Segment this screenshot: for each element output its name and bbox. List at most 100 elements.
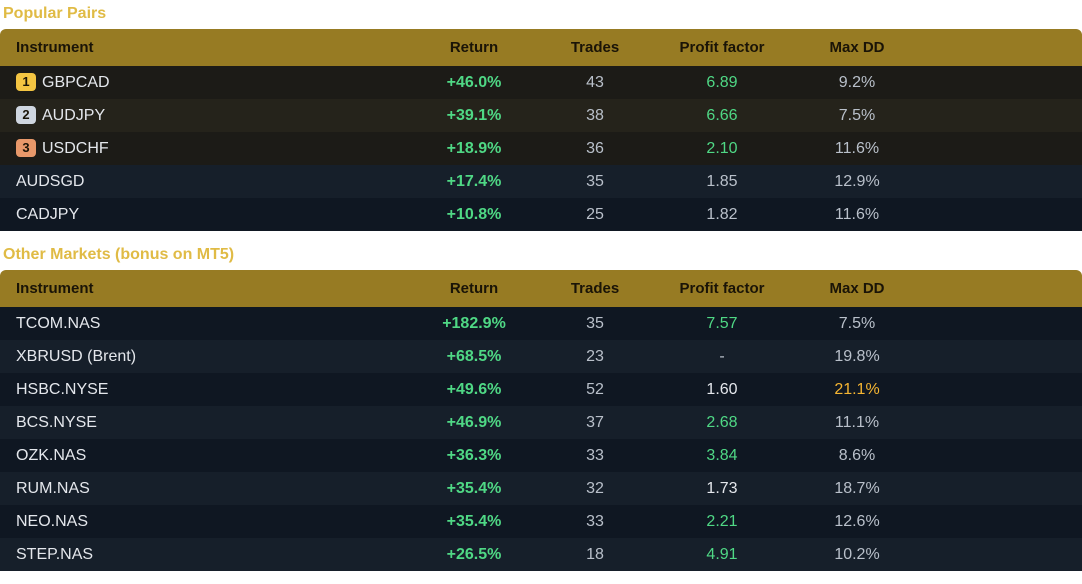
profit-factor-cell: 7.57: [642, 307, 802, 340]
profit-factor-cell: 2.21: [642, 505, 802, 538]
max-dd-cell: 7.5%: [802, 307, 912, 340]
instrument-cell: 3 USDCHF: [0, 132, 400, 165]
profit-factor-cell: 3.84: [642, 439, 802, 472]
return-cell: +18.9%: [400, 132, 548, 165]
table-row[interactable]: STEP.NAS +26.5% 18 4.91 10.2%: [0, 538, 1082, 571]
max-dd-cell: 12.6%: [802, 505, 912, 538]
row-spacer: [912, 373, 1082, 406]
instrument-cell: 2 AUDJPY: [0, 99, 400, 132]
instrument-name: CADJPY: [16, 205, 80, 223]
row-spacer: [912, 132, 1082, 165]
row-spacer: [912, 538, 1082, 571]
instrument-cell: 1 GBPCAD: [0, 66, 400, 99]
other-markets-table: Instrument Return Trades Profit factor M…: [0, 270, 1082, 571]
table-row[interactable]: RUM.NAS +35.4% 32 1.73 18.7%: [0, 472, 1082, 505]
max-dd-cell: 10.2%: [802, 538, 912, 571]
table-row[interactable]: 1 GBPCAD +46.0% 43 6.89 9.2%: [0, 66, 1082, 99]
column-header-profit-factor[interactable]: Profit factor: [642, 29, 802, 66]
instrument-name: GBPCAD: [42, 74, 110, 91]
table-header-row: Instrument Return Trades Profit factor M…: [0, 270, 1082, 307]
profit-factor-cell: 2.68: [642, 406, 802, 439]
instrument-cell: NEO.NAS: [0, 505, 400, 538]
table-row[interactable]: BCS.NYSE +46.9% 37 2.68 11.1%: [0, 406, 1082, 439]
popular-pairs-title: Popular Pairs: [3, 5, 107, 22]
trades-cell: 23: [548, 340, 642, 373]
column-header-trades[interactable]: Trades: [548, 270, 642, 307]
row-spacer: [912, 198, 1082, 231]
instrument-name: AUDJPY: [42, 107, 106, 124]
column-header-spacer: [912, 270, 1082, 307]
table-row[interactable]: AUDSGD +17.4% 35 1.85 12.9%: [0, 165, 1082, 198]
return-cell: +182.9%: [400, 307, 548, 340]
row-spacer: [912, 472, 1082, 505]
table-row[interactable]: HSBC.NYSE +49.6% 52 1.60 21.1%: [0, 373, 1082, 406]
trades-cell: 32: [548, 472, 642, 505]
table-row[interactable]: NEO.NAS +35.4% 33 2.21 12.6%: [0, 505, 1082, 538]
return-cell: +46.9%: [400, 406, 548, 439]
return-cell: +36.3%: [400, 439, 548, 472]
row-spacer: [912, 99, 1082, 132]
max-dd-cell: 21.1%: [802, 373, 912, 406]
row-spacer: [912, 505, 1082, 538]
return-cell: +35.4%: [400, 505, 548, 538]
trades-cell: 25: [548, 198, 642, 231]
row-spacer: [912, 66, 1082, 99]
column-header-spacer: [912, 29, 1082, 66]
return-cell: +10.8%: [400, 198, 548, 231]
instrument-cell: RUM.NAS: [0, 472, 400, 505]
row-spacer: [912, 439, 1082, 472]
profit-factor-cell: 2.10: [642, 132, 802, 165]
table-row[interactable]: TCOM.NAS +182.9% 35 7.57 7.5%: [0, 307, 1082, 340]
instrument-cell: TCOM.NAS: [0, 307, 400, 340]
column-header-trades[interactable]: Trades: [548, 29, 642, 66]
column-header-max-dd[interactable]: Max DD: [802, 270, 912, 307]
table-row[interactable]: 2 AUDJPY +39.1% 38 6.66 7.5%: [0, 99, 1082, 132]
rank-badge: 2: [16, 106, 36, 124]
instrument-cell: BCS.NYSE: [0, 406, 400, 439]
max-dd-cell: 11.6%: [802, 132, 912, 165]
max-dd-cell: 11.1%: [802, 406, 912, 439]
return-cell: +49.6%: [400, 373, 548, 406]
column-header-max-dd[interactable]: Max DD: [802, 29, 912, 66]
column-header-return[interactable]: Return: [400, 270, 548, 307]
table-header-row: Instrument Return Trades Profit factor M…: [0, 29, 1082, 66]
profit-factor-cell: -: [642, 340, 802, 373]
return-cell: +46.0%: [400, 66, 548, 99]
max-dd-cell: 19.8%: [802, 340, 912, 373]
row-spacer: [912, 307, 1082, 340]
instrument-cell: AUDSGD: [0, 165, 400, 198]
trades-cell: 33: [548, 439, 642, 472]
column-header-instrument[interactable]: Instrument: [0, 29, 400, 66]
column-header-instrument[interactable]: Instrument: [0, 270, 400, 307]
trades-cell: 33: [548, 505, 642, 538]
instrument-cell: XBRUSD (Brent): [0, 340, 400, 373]
profit-factor-cell: 6.66: [642, 99, 802, 132]
trades-cell: 35: [548, 165, 642, 198]
trades-cell: 36: [548, 132, 642, 165]
table-row[interactable]: XBRUSD (Brent) +68.5% 23 - 19.8%: [0, 340, 1082, 373]
max-dd-cell: 18.7%: [802, 472, 912, 505]
max-dd-cell: 12.9%: [802, 165, 912, 198]
instrument-cell: STEP.NAS: [0, 538, 400, 571]
column-header-profit-factor[interactable]: Profit factor: [642, 270, 802, 307]
instrument-cell: CADJPY: [0, 198, 400, 231]
trades-cell: 43: [548, 66, 642, 99]
profit-factor-cell: 1.73: [642, 472, 802, 505]
instrument-cell: OZK.NAS: [0, 439, 400, 472]
table-row[interactable]: CADJPY +10.8% 25 1.82 11.6%: [0, 198, 1082, 231]
table-row[interactable]: OZK.NAS +36.3% 33 3.84 8.6%: [0, 439, 1082, 472]
table-row[interactable]: 3 USDCHF +18.9% 36 2.10 11.6%: [0, 132, 1082, 165]
max-dd-cell: 8.6%: [802, 439, 912, 472]
column-header-return[interactable]: Return: [400, 29, 548, 66]
row-spacer: [912, 406, 1082, 439]
max-dd-cell: 11.6%: [802, 198, 912, 231]
profit-factor-cell: 4.91: [642, 538, 802, 571]
instrument-name: AUDSGD: [16, 172, 85, 190]
max-dd-cell: 7.5%: [802, 99, 912, 132]
row-spacer: [912, 165, 1082, 198]
profit-factor-cell: 1.85: [642, 165, 802, 198]
trades-cell: 18: [548, 538, 642, 571]
profit-factor-cell: 6.89: [642, 66, 802, 99]
profit-factor-cell: 1.60: [642, 373, 802, 406]
return-cell: +39.1%: [400, 99, 548, 132]
